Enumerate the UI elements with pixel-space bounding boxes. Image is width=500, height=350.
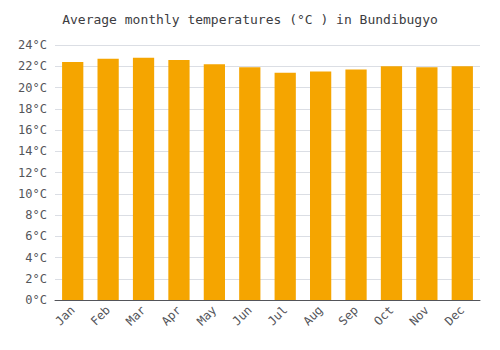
svg-text:8°C: 8°C — [25, 208, 47, 222]
svg-text:Dec: Dec — [442, 303, 467, 328]
svg-text:May: May — [194, 303, 219, 328]
svg-text:16°C: 16°C — [18, 123, 47, 137]
svg-text:Average monthly temperatures (: Average monthly temperatures (°C ) in Bu… — [62, 12, 438, 27]
svg-text:12°C: 12°C — [18, 166, 47, 180]
svg-text:Mar: Mar — [123, 303, 148, 328]
svg-text:Jun: Jun — [230, 303, 255, 328]
svg-text:10°C: 10°C — [18, 187, 47, 201]
svg-text:Jul: Jul — [265, 303, 290, 328]
svg-text:Feb: Feb — [88, 303, 113, 328]
svg-text:22°C: 22°C — [18, 59, 47, 73]
svg-text:6°C: 6°C — [25, 229, 47, 243]
svg-text:Aug: Aug — [300, 303, 325, 328]
svg-text:20°C: 20°C — [18, 81, 47, 95]
svg-text:Nov: Nov — [407, 303, 432, 328]
svg-text:Apr: Apr — [159, 303, 184, 328]
svg-text:18°C: 18°C — [18, 102, 47, 116]
svg-text:4°C: 4°C — [25, 251, 47, 265]
svg-text:24°C: 24°C — [18, 38, 47, 52]
svg-text:Sep: Sep — [336, 303, 361, 328]
svg-text:0°C: 0°C — [25, 293, 47, 307]
svg-text:Jan: Jan — [52, 303, 77, 328]
svg-text:Oct: Oct — [371, 303, 396, 328]
svg-text:2°C: 2°C — [25, 272, 47, 286]
svg-text:14°C: 14°C — [18, 144, 47, 158]
